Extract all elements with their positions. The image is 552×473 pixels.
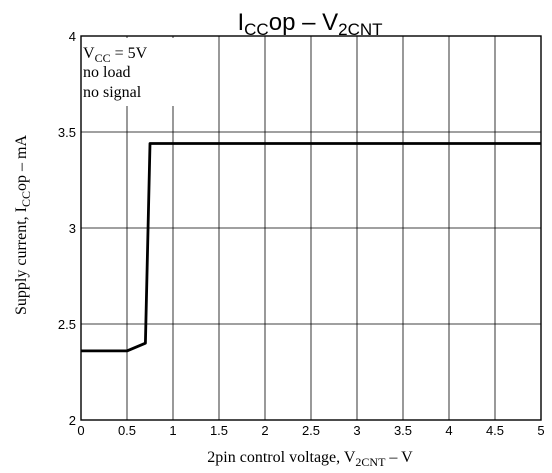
y-tick-label: 3.5	[58, 125, 76, 140]
y-tick-label: 2.5	[58, 317, 76, 332]
conditions-box	[82, 38, 174, 106]
x-tick-label: 1.5	[210, 423, 228, 438]
plot-frame	[80, 35, 542, 421]
conditions-line-vcc: VCC = 5V	[83, 45, 148, 65]
x-tick-label: 4.5	[486, 423, 504, 438]
x-tick-label: 3	[353, 423, 360, 438]
x-tick-label: 4	[445, 423, 452, 438]
x-tick-label: 0	[77, 423, 84, 438]
x-tick-label: 2.5	[302, 423, 320, 438]
x-tick-label: 5	[537, 423, 544, 438]
y-tick-label: 4	[69, 29, 76, 44]
conditions-line-load: no load	[83, 64, 131, 81]
x-tick-label: 2	[261, 423, 268, 438]
y-tick-label: 3	[69, 221, 76, 236]
x-tick-label: 3.5	[394, 423, 412, 438]
conditions-line-signal: no signal	[83, 84, 142, 101]
x-tick-label: 0.5	[118, 423, 136, 438]
x-axis-label: 2pin control voltage, V2CNT – V	[207, 449, 413, 469]
chart-title: ICCop – V2CNT	[237, 9, 382, 39]
y-tick-label: 2	[69, 413, 76, 428]
y-axis-label: Supply current, ICCop – mA	[13, 135, 33, 315]
series-line-icc	[81, 142, 541, 353]
x-tick-label: 1	[169, 423, 176, 438]
